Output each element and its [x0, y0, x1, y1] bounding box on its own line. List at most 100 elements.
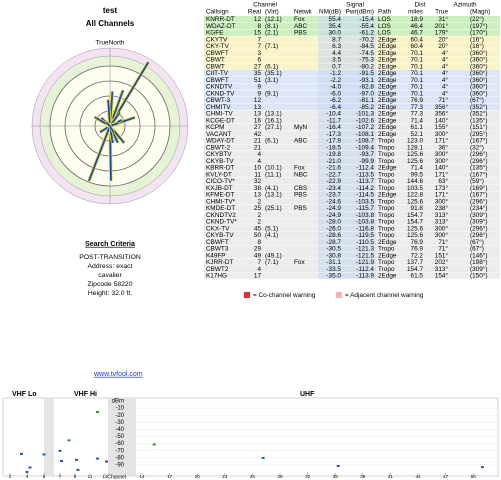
cell: 99.5 [411, 171, 424, 178]
cell: (12.1) [265, 16, 282, 23]
cell: -24.9 [326, 205, 341, 212]
cell: -115.7 [356, 205, 374, 212]
cell: CBWFT [206, 77, 229, 84]
cell: 29 [254, 246, 262, 253]
link[interactable]: www.tvfool.com [93, 371, 143, 378]
column-header: Pwr(dBm) [346, 9, 374, 16]
cell: 70.1 [411, 50, 424, 57]
cell: -121.5 [356, 252, 375, 259]
cell: 6 [257, 57, 261, 64]
signal-cell [318, 252, 376, 259]
cell: Tropo [378, 151, 395, 158]
cell: CBWT [206, 57, 225, 64]
signal-bar [261, 456, 265, 459]
cell: Tropo [378, 266, 395, 273]
cell: CHMITV [206, 104, 231, 111]
cell: -102.6 [356, 117, 375, 124]
cell: 2Edge [378, 84, 397, 91]
signal-bar [96, 410, 99, 413]
x-tick-label: 26 [250, 474, 256, 479]
cell: CKYB-TV [206, 232, 234, 239]
cell: (296°) [470, 224, 487, 232]
cell: 300° [435, 150, 449, 158]
group-header: Channel [253, 2, 277, 9]
column-header: Real [248, 9, 261, 16]
cell: (167°) [470, 137, 487, 145]
cell: 356° [435, 110, 449, 118]
signal-cell [318, 245, 376, 252]
cell: 52.1 [411, 131, 424, 138]
cell: 171° [435, 137, 449, 145]
cell: 123.0 [407, 138, 423, 145]
cell: CKX-TV [206, 225, 230, 232]
cell: 103.5 [407, 185, 423, 192]
cell: 140° [435, 164, 449, 172]
cell: (67°) [470, 96, 484, 104]
cell: (360°) [470, 69, 487, 77]
column-header: True [435, 9, 448, 16]
cell: -74.5 [359, 50, 374, 57]
cell: -114.5 [356, 192, 374, 199]
x-tick-label: 7 [59, 474, 62, 479]
cell: 173° [435, 184, 449, 192]
cell: 2Edge [378, 239, 397, 246]
column-header: (Virt) [265, 9, 279, 16]
cell: 4° [442, 56, 449, 64]
cell: 55.4 [329, 16, 342, 23]
cell: (352°) [470, 110, 487, 118]
y-tick-label: -40 [115, 427, 124, 433]
cell: Tropo [378, 212, 395, 219]
signal-cell [318, 259, 376, 266]
cell: 125.6 [407, 158, 423, 165]
station-table: Channel Signal Dist Azimuth Callsign Real (Vir… [204, 2, 500, 280]
column-header: miles [408, 9, 423, 16]
cell: (309°) [470, 265, 487, 273]
cell: CKYTV [206, 36, 228, 43]
cell: (150°) [470, 272, 487, 280]
cell: 46.4 [411, 23, 424, 30]
signal-bar [58, 449, 62, 452]
signal-cell [318, 238, 376, 246]
band-gap [44, 398, 54, 476]
cell: 7 [257, 259, 261, 266]
cell: (4.1) [265, 232, 278, 239]
cell: (198°) [470, 258, 487, 266]
cell: 2Edge [378, 36, 397, 43]
signal-cell [318, 144, 376, 151]
cell: Tropo [378, 171, 395, 178]
cell: (5.1) [265, 225, 278, 232]
cell: 50 [254, 232, 262, 239]
cell: 21 [254, 144, 262, 151]
signal-cell [318, 205, 376, 212]
cell: (309°) [470, 211, 487, 219]
cell: 300° [435, 231, 449, 239]
cell: -33.5 [326, 266, 341, 273]
x-tick-label: 50 [471, 474, 477, 479]
cell: -110.5 [356, 239, 374, 246]
cell: KBRR-DT [206, 165, 234, 172]
cell: KVLY-DT [206, 171, 232, 178]
cell: (360°) [470, 49, 487, 57]
cell: Tropo [378, 232, 395, 239]
cell: 2Edge [378, 97, 397, 104]
cell: 36° [438, 143, 448, 151]
signal-cell [318, 110, 376, 117]
cell: -28.0 [326, 219, 341, 226]
x-axis-label: Channel [107, 474, 126, 480]
cell: (360°) [470, 62, 487, 70]
cell: 4° [442, 76, 449, 84]
cell: KCPM [206, 124, 224, 131]
cell: 300° [435, 197, 449, 205]
cell: -16.4 [326, 124, 341, 131]
cell: 27 [254, 63, 262, 70]
search-line: Address: exact [88, 263, 133, 270]
cell: 154.7 [407, 219, 423, 226]
cell: -15.4 [359, 16, 374, 23]
cell: (27.1) [265, 124, 282, 131]
band-label: VHF Lo [12, 391, 37, 398]
cell: 300° [435, 130, 449, 138]
cell: 2Edge [378, 165, 397, 172]
cell: (309°) [470, 218, 487, 226]
cell: -113.5 [356, 171, 374, 178]
legend-co: = Co-channel warning [253, 292, 316, 299]
